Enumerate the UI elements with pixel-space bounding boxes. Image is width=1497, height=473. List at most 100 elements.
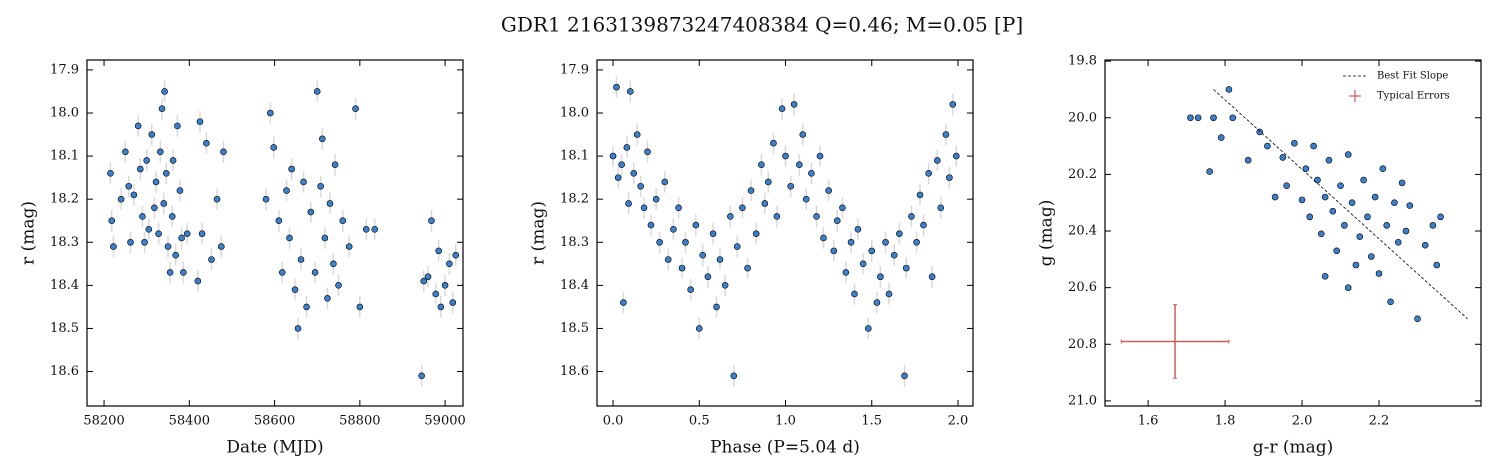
data-point xyxy=(1229,114,1237,122)
y-tick-label: 17.9 xyxy=(50,62,79,77)
data-point xyxy=(816,152,824,160)
data-point xyxy=(155,230,162,237)
data-point xyxy=(699,251,707,259)
data-point xyxy=(727,213,734,220)
data-point xyxy=(107,170,114,177)
data-point xyxy=(896,230,903,237)
data-point xyxy=(270,144,278,151)
data-point xyxy=(1217,134,1225,141)
data-point xyxy=(925,170,932,177)
data-point xyxy=(317,182,324,190)
data-point xyxy=(933,157,941,164)
y-tick-label: 20.6 xyxy=(1068,280,1097,295)
data-point xyxy=(764,178,772,186)
data-point xyxy=(148,131,156,138)
data-point xyxy=(868,247,876,255)
panel: 58200 58400 58600 58800 59000 17.9 18.0 18.1 18.… xyxy=(19,59,466,458)
data-point xyxy=(158,105,166,112)
data-point xyxy=(136,165,144,173)
y-tick-label: 18.0 xyxy=(50,105,79,120)
data-point xyxy=(902,264,910,272)
data-point xyxy=(278,269,286,276)
data-point xyxy=(174,122,181,130)
data-point xyxy=(161,88,168,95)
data-point xyxy=(262,195,270,203)
y-tick-label: 18.2 xyxy=(50,192,79,207)
data-point xyxy=(716,256,724,263)
data-point xyxy=(1194,114,1202,122)
data-point xyxy=(949,101,957,108)
data-point xyxy=(854,226,862,233)
data-point xyxy=(303,303,310,311)
data-point xyxy=(1429,222,1437,229)
x-tick-label: 1.6 xyxy=(1138,414,1159,429)
x-tick-label: 2.2 xyxy=(1369,414,1390,429)
data-point xyxy=(435,247,443,255)
data-point xyxy=(198,230,206,237)
data-point xyxy=(937,204,945,212)
data-point xyxy=(1206,168,1213,175)
data-point xyxy=(449,299,457,306)
data-point xyxy=(172,251,179,259)
data-point xyxy=(1371,193,1379,201)
data-point xyxy=(946,174,953,181)
data-point xyxy=(730,372,738,380)
data-point xyxy=(424,273,432,281)
data-point xyxy=(307,208,315,216)
data-point xyxy=(782,152,789,160)
data-point xyxy=(321,234,329,242)
data-point xyxy=(928,273,936,281)
data-point xyxy=(143,157,150,164)
data-point xyxy=(813,213,820,220)
data-point xyxy=(609,152,617,160)
data-point xyxy=(778,105,786,112)
data-point xyxy=(194,277,202,285)
y-tick-label: 18.6 xyxy=(560,364,589,379)
y-tick-label: 21.0 xyxy=(1068,393,1097,408)
data-point xyxy=(1341,222,1348,229)
data-point xyxy=(1364,213,1371,221)
panel: 0.0 0.5 1.0 1.5 2.0 17.9 18.0 18.1 18.2 18.3 18.4 1… xyxy=(529,59,974,458)
y-tick-label: 20.0 xyxy=(1068,110,1097,125)
data-point xyxy=(820,234,827,242)
data-point xyxy=(1348,199,1356,207)
data-point xyxy=(125,182,133,190)
data-point xyxy=(164,243,172,250)
data-point xyxy=(682,238,689,246)
y-tick-label: 18.2 xyxy=(560,192,589,207)
x-tick-label: 1.5 xyxy=(861,414,882,429)
data-point xyxy=(1244,156,1252,164)
data-point xyxy=(1302,165,1310,173)
axes-frame xyxy=(86,59,464,407)
data-point xyxy=(839,204,846,212)
data-point xyxy=(134,122,142,130)
data-point xyxy=(1433,261,1441,269)
data-point xyxy=(166,269,174,276)
data-point xyxy=(1321,193,1329,201)
data-point xyxy=(1317,230,1325,238)
data-point xyxy=(1310,142,1317,150)
data-point xyxy=(656,238,663,246)
data-point xyxy=(652,195,660,203)
data-point xyxy=(294,325,302,332)
y-axis-label: r (mag) xyxy=(19,201,39,265)
data-point xyxy=(1333,247,1340,255)
data-point xyxy=(122,148,129,156)
data-point xyxy=(713,303,720,311)
data-point xyxy=(1187,114,1194,122)
data-point xyxy=(1314,176,1321,184)
data-point xyxy=(773,213,781,220)
data-point xyxy=(675,204,682,212)
data-point xyxy=(152,178,160,186)
data-point xyxy=(739,204,746,212)
data-point xyxy=(640,204,648,212)
data-point xyxy=(168,213,176,220)
y-tick-label: 20.4 xyxy=(1068,224,1097,239)
x-axis-label: Phase (P=5.04 d) xyxy=(710,438,860,458)
data-point xyxy=(913,238,920,246)
data-point xyxy=(799,131,807,138)
y-tick-label: 18.6 xyxy=(50,364,79,379)
data-point xyxy=(1298,196,1306,204)
